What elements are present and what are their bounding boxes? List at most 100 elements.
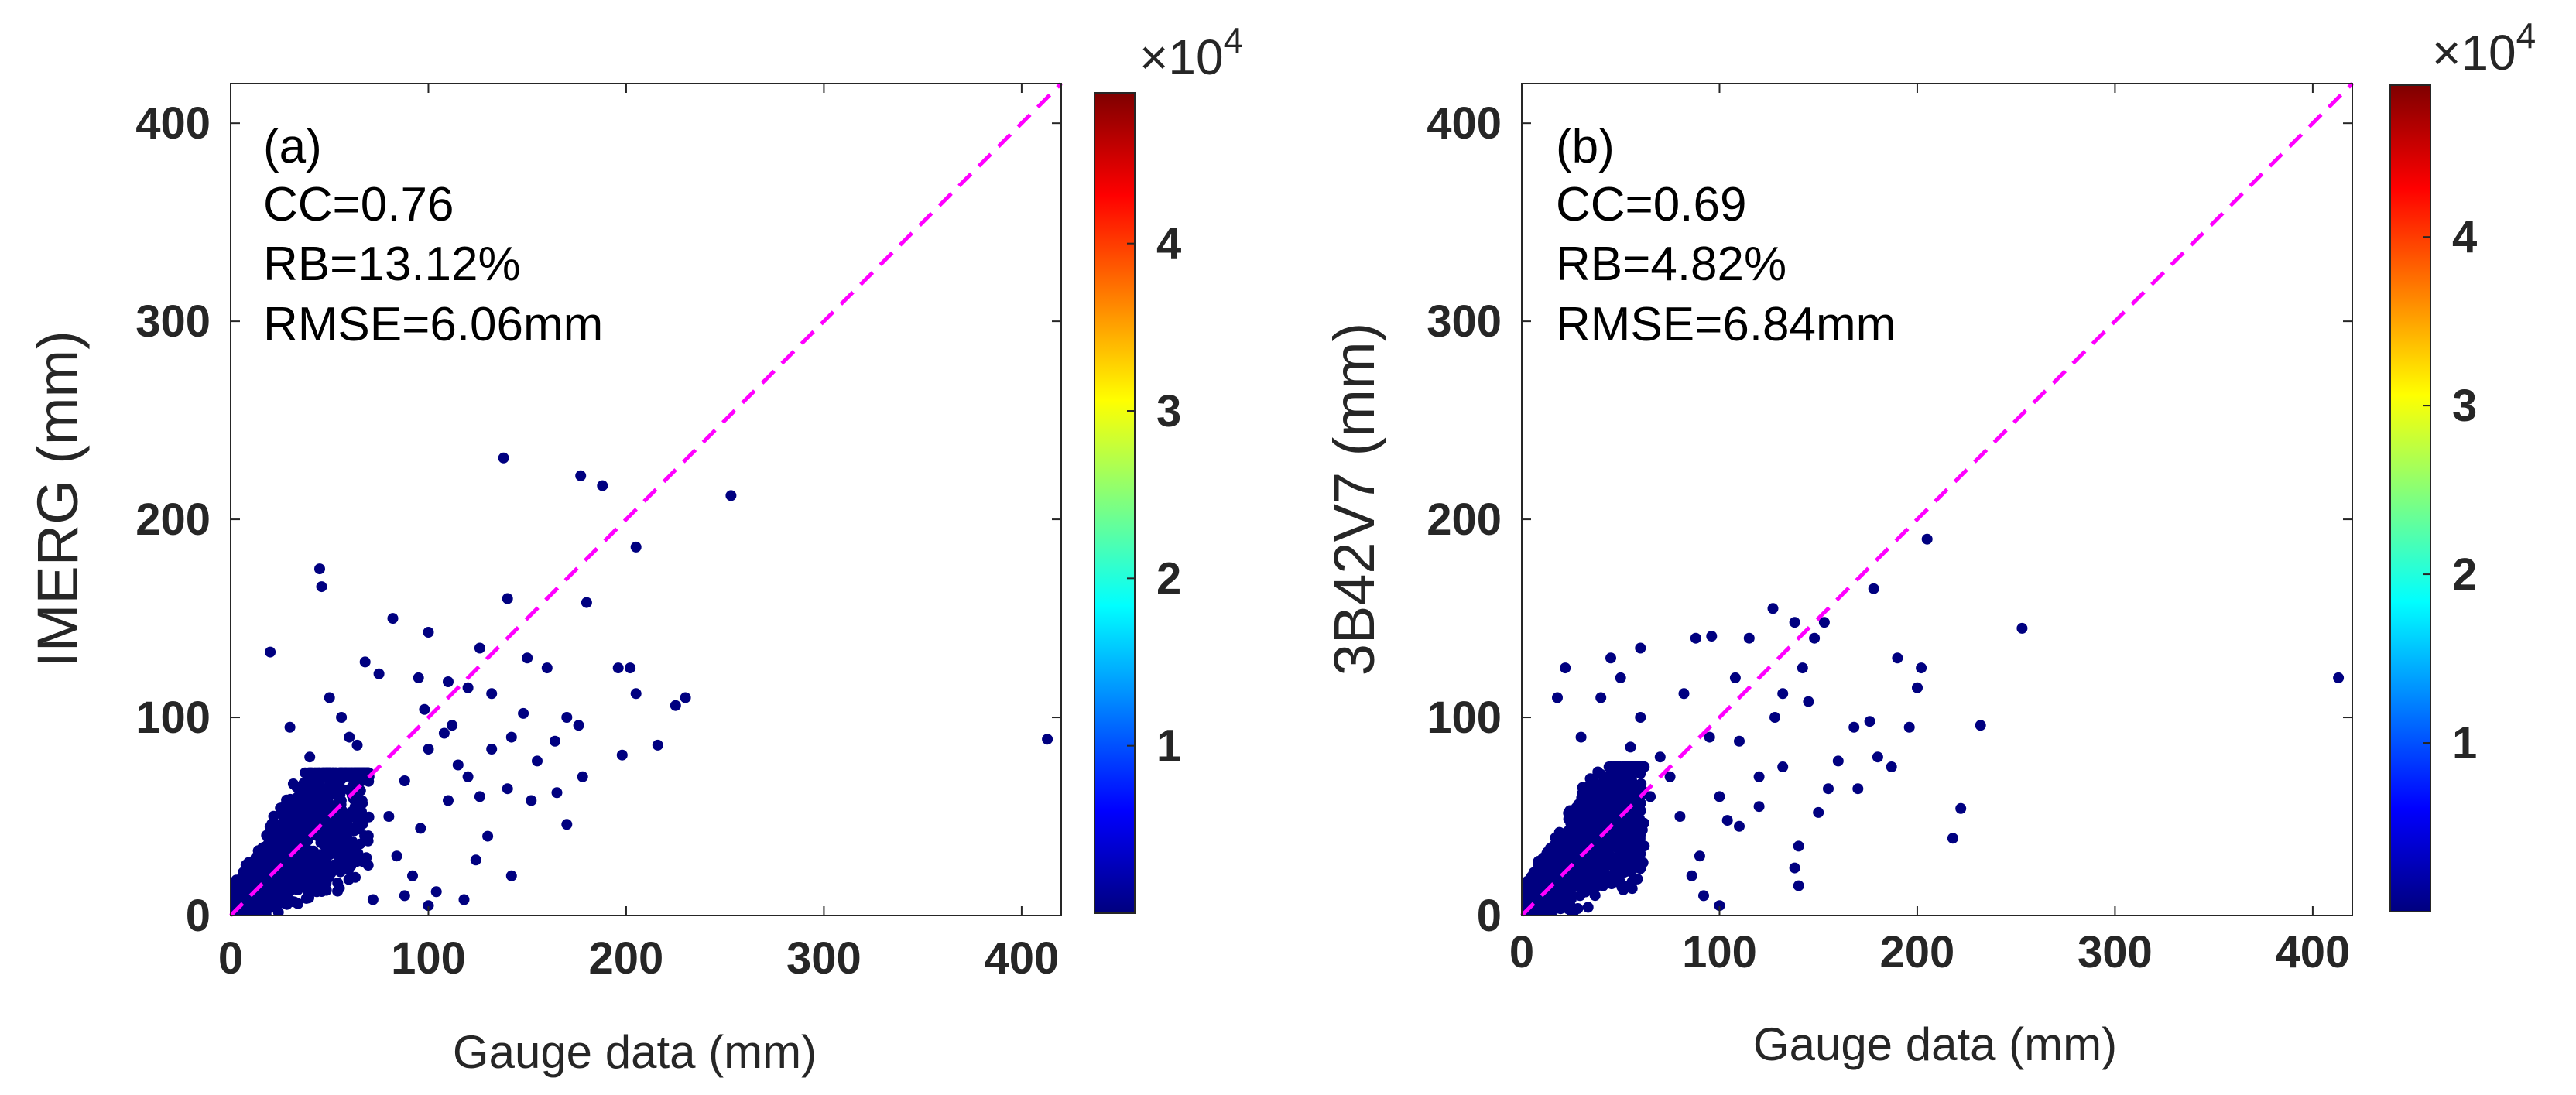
data-point-cluster — [1608, 793, 1619, 805]
x-tick-label: 100 — [1682, 927, 1757, 977]
data-point — [1635, 642, 1646, 654]
data-point — [1753, 771, 1765, 782]
data-point-cluster — [350, 871, 361, 883]
data-point — [575, 470, 587, 481]
data-point — [1818, 617, 1830, 628]
data-point-cluster — [275, 829, 286, 840]
data-point — [505, 731, 517, 743]
data-point — [502, 593, 513, 604]
data-point-cluster — [319, 819, 331, 830]
x-tick-label: 200 — [1880, 927, 1955, 977]
data-point — [1803, 696, 1814, 707]
data-point-cluster — [252, 853, 264, 864]
data-point — [399, 890, 410, 902]
y-tick-label: 200 — [135, 494, 211, 545]
data-point-cluster — [311, 767, 323, 778]
data-point — [474, 642, 485, 654]
data-point — [1674, 811, 1686, 822]
data-point — [1793, 880, 1804, 891]
data-point — [470, 854, 481, 866]
data-point-cluster — [1588, 847, 1599, 858]
data-point — [680, 692, 691, 703]
data-point-cluster — [1535, 905, 1547, 915]
data-point-cluster — [346, 767, 358, 778]
data-point-cluster — [1546, 844, 1557, 856]
data-point — [1625, 741, 1636, 753]
identity-line-b — [1520, 82, 2354, 917]
stat-cc-a: CC=0.76 — [263, 178, 454, 231]
data-point — [423, 627, 434, 638]
data-point-cluster — [310, 850, 322, 861]
data-point — [314, 563, 325, 575]
data-point-cluster — [1595, 779, 1606, 791]
data-point-cluster — [1567, 906, 1579, 915]
data-point — [344, 731, 355, 743]
data-point-cluster — [316, 857, 327, 869]
data-point — [725, 490, 737, 501]
colorbar-tick-label: 2 — [1156, 553, 1181, 604]
data-point — [474, 791, 485, 802]
data-point — [367, 894, 379, 905]
data-point — [387, 613, 399, 624]
data-point — [1848, 721, 1860, 733]
data-point-cluster — [313, 778, 325, 789]
data-point — [1686, 870, 1697, 881]
y-axis-label-a: IMERG (mm) — [26, 330, 90, 668]
data-point — [1789, 617, 1800, 628]
data-point-cluster — [271, 852, 283, 863]
data-point-cluster — [1576, 879, 1588, 890]
data-point — [1892, 652, 1903, 664]
data-point — [1769, 712, 1780, 723]
data-point — [1921, 533, 1933, 545]
data-point-cluster — [1576, 792, 1588, 803]
data-point-cluster — [275, 802, 286, 814]
data-point-cluster — [1612, 761, 1623, 772]
data-point — [482, 830, 494, 842]
data-point — [1864, 716, 1875, 727]
data-point — [1916, 662, 1927, 674]
data-point — [573, 720, 584, 731]
data-point-cluster — [1584, 863, 1596, 874]
data-point-cluster — [321, 830, 332, 841]
data-point-cluster — [287, 778, 299, 789]
data-point-cluster — [356, 795, 368, 806]
data-point-cluster — [1633, 761, 1645, 772]
data-point-cluster — [1536, 880, 1548, 891]
x-tick-label: 0 — [1509, 927, 1534, 977]
colorbar-tick-label: 4 — [2452, 212, 2477, 262]
data-point — [1832, 755, 1844, 767]
data-point-cluster — [305, 813, 317, 825]
data-point-cluster — [1526, 871, 1537, 882]
data-point — [1886, 761, 1897, 772]
data-point-cluster — [315, 837, 327, 848]
data-point — [1729, 672, 1741, 683]
colorbar-tick-label: 3 — [2452, 381, 2477, 431]
data-point-cluster — [1522, 896, 1527, 908]
data-point-cluster — [1635, 829, 1646, 840]
colorbar-tick-label: 1 — [2452, 718, 2477, 768]
data-point-cluster — [331, 788, 342, 799]
data-point — [551, 787, 563, 799]
data-point — [550, 735, 560, 747]
data-point-cluster — [1634, 857, 1646, 868]
data-point-cluster — [271, 842, 283, 854]
data-point-cluster — [1545, 875, 1557, 887]
stat-rmse-a: RMSE=6.06mm — [263, 298, 603, 351]
data-point — [1797, 662, 1808, 674]
data-point-cluster — [326, 768, 337, 779]
points-b — [1522, 533, 2345, 915]
data-point-cluster — [333, 857, 344, 869]
data-point — [518, 707, 529, 719]
data-point — [2016, 622, 2028, 634]
data-point-cluster — [1583, 782, 1595, 793]
data-point-cluster — [317, 789, 329, 800]
y-tick-label: 400 — [135, 98, 211, 149]
y-tick-label: 200 — [1427, 494, 1502, 545]
data-point — [616, 749, 628, 761]
data-point — [1809, 632, 1821, 644]
data-point — [630, 541, 642, 553]
data-point-cluster — [352, 813, 364, 825]
data-point-cluster — [1624, 763, 1636, 775]
data-point-cluster — [324, 845, 336, 857]
